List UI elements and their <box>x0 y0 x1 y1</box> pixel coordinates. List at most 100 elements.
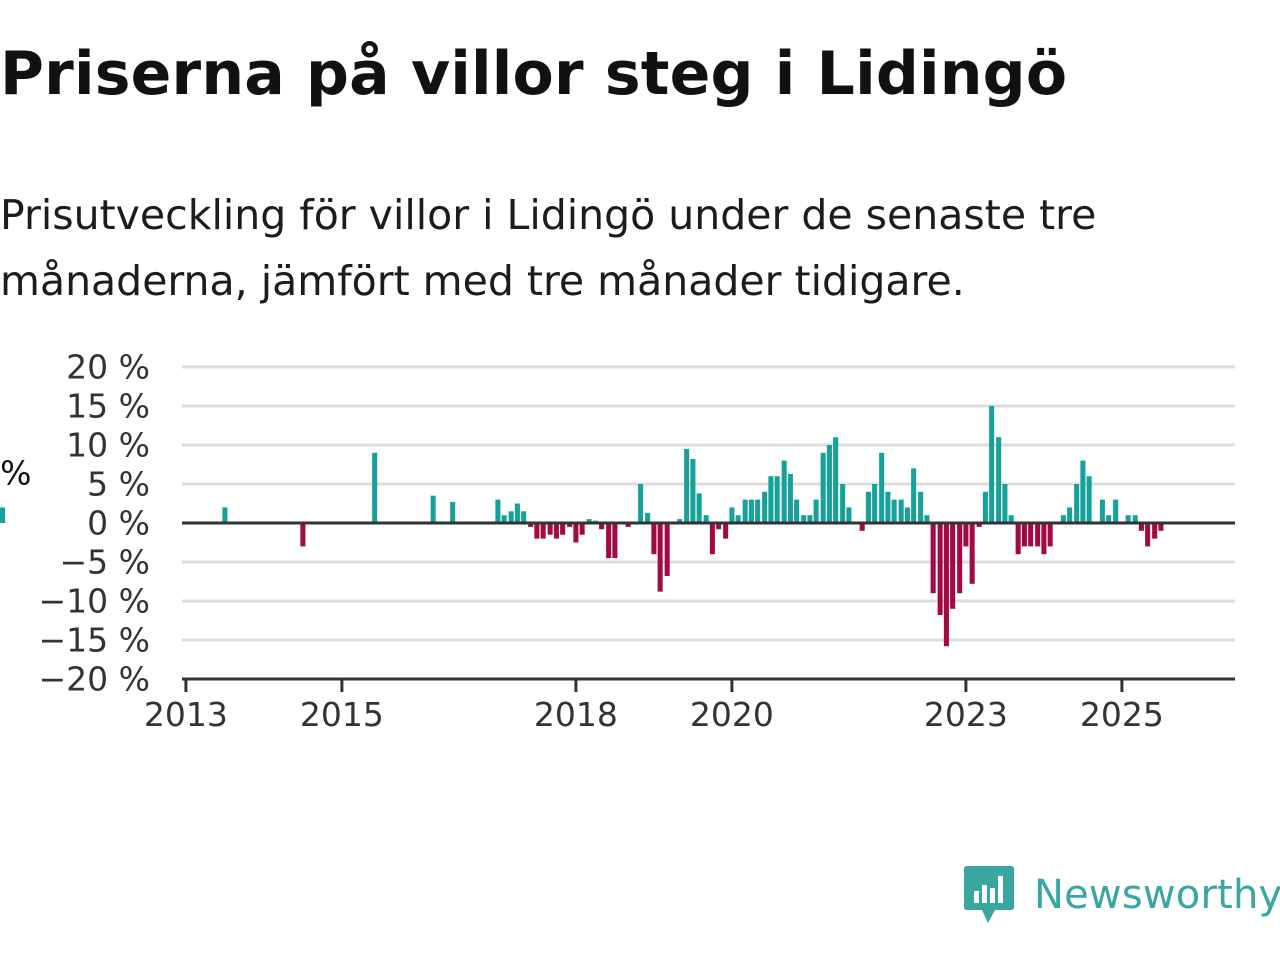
x-tick-label: 2018 <box>534 695 618 734</box>
bar <box>1145 523 1151 547</box>
bar <box>534 523 540 539</box>
bar <box>573 523 579 543</box>
bars <box>0 406 1164 647</box>
bar <box>696 493 702 523</box>
bar <box>820 452 826 523</box>
bar <box>774 476 780 523</box>
bar <box>911 468 917 523</box>
bar <box>586 519 592 523</box>
bar <box>918 491 924 523</box>
axes <box>182 521 1235 681</box>
bar <box>813 499 819 523</box>
bar <box>657 523 663 592</box>
bar <box>606 523 612 559</box>
bar <box>924 515 930 523</box>
bar <box>957 523 963 594</box>
y-tick-label: 0 % <box>87 504 150 543</box>
x-tick-label: 2013 <box>144 695 228 734</box>
bar <box>1080 460 1086 523</box>
bar <box>664 523 670 577</box>
bar <box>1086 476 1092 523</box>
bar <box>762 491 768 523</box>
bar <box>495 499 501 523</box>
y-tick-label: 10 % <box>66 426 150 465</box>
x-tick-label: 2015 <box>300 695 384 734</box>
bar <box>222 507 228 523</box>
bar <box>801 515 807 523</box>
bar <box>651 523 657 555</box>
bar <box>372 452 378 523</box>
bar <box>612 523 618 559</box>
bar <box>755 499 761 523</box>
bar <box>787 473 793 523</box>
bar <box>645 512 651 523</box>
bar <box>729 507 735 523</box>
bar <box>1047 523 1053 547</box>
newsworthy-logo: Newsworthy <box>964 866 1280 924</box>
bar <box>768 476 774 523</box>
bar <box>677 519 683 523</box>
brand-name: Newsworthy <box>1034 872 1280 918</box>
bar <box>950 523 956 609</box>
bar <box>1028 523 1034 547</box>
bar <box>709 523 715 555</box>
bar <box>716 523 722 530</box>
bar <box>560 523 566 535</box>
chart-subtitle: Prisutveckling för villor i Lidingö unde… <box>0 191 1097 305</box>
bar <box>547 523 553 535</box>
y-tick-label: −10 % <box>39 582 151 621</box>
bar <box>904 507 910 523</box>
bar <box>0 507 6 523</box>
bar <box>1002 484 1008 523</box>
bar <box>599 523 605 530</box>
bar <box>969 523 975 584</box>
bar <box>723 523 729 539</box>
bar <box>1132 515 1138 523</box>
bar <box>528 523 534 527</box>
bar <box>501 515 507 523</box>
price-change-bar-chart: 20 %15 %10 %5 %0 %−5 %−10 %−15 %−20 % 20… <box>0 348 1235 734</box>
bar <box>1021 523 1027 547</box>
bar <box>794 499 800 523</box>
y-tick-label: 15 % <box>66 387 150 426</box>
gridlines <box>182 365 1235 642</box>
bar <box>982 491 988 523</box>
bar <box>859 523 865 531</box>
bar <box>579 523 585 535</box>
y-tick-label: −20 % <box>39 660 151 699</box>
bar <box>976 523 982 527</box>
bar <box>846 507 852 523</box>
bar <box>989 406 995 523</box>
bar <box>826 445 832 523</box>
bar <box>430 495 436 523</box>
bar <box>748 499 754 523</box>
chart-title: Priserna på villor steg i Lidingö <box>0 39 1068 109</box>
bar <box>891 499 897 523</box>
bar <box>898 499 904 523</box>
x-tick-label: 2023 <box>924 695 1008 734</box>
bar <box>514 503 520 523</box>
bar <box>742 499 748 523</box>
bar <box>1106 515 1112 523</box>
bar <box>996 437 1002 523</box>
bar <box>450 501 456 523</box>
bar <box>1152 523 1158 539</box>
bar <box>735 515 741 523</box>
bar <box>1035 523 1041 547</box>
bar <box>1008 515 1014 523</box>
bar <box>1041 523 1047 555</box>
bar <box>833 437 839 523</box>
y-tick-label: 20 % <box>66 348 150 387</box>
bar <box>879 452 885 523</box>
bar <box>521 511 527 523</box>
bar <box>553 523 559 539</box>
bar <box>638 484 644 523</box>
bar <box>508 511 514 523</box>
bar <box>781 460 787 523</box>
y-tick-label: −5 % <box>60 543 151 582</box>
bar <box>1067 507 1073 523</box>
x-axis-ticks: 2013 2015 2018 2020 2023 2025 <box>144 679 1164 734</box>
bar <box>937 523 943 616</box>
bar <box>930 523 936 594</box>
bar <box>1099 499 1105 523</box>
